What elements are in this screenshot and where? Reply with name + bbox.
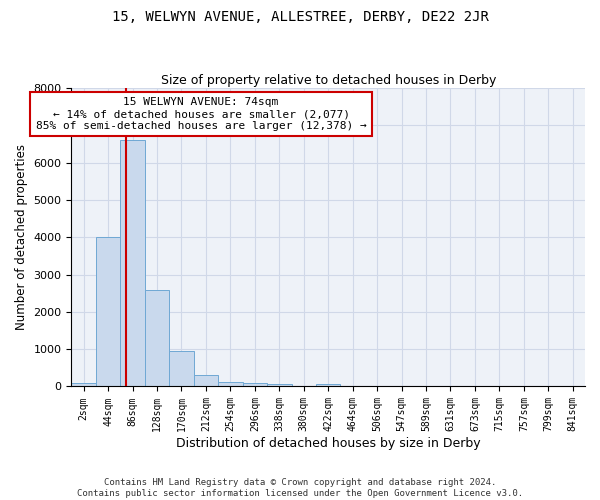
- X-axis label: Distribution of detached houses by size in Derby: Distribution of detached houses by size …: [176, 437, 481, 450]
- Y-axis label: Number of detached properties: Number of detached properties: [15, 144, 28, 330]
- Text: 15 WELWYN AVENUE: 74sqm
← 14% of detached houses are smaller (2,077)
85% of semi: 15 WELWYN AVENUE: 74sqm ← 14% of detache…: [35, 98, 367, 130]
- Bar: [169, 351, 194, 386]
- Text: Contains HM Land Registry data © Crown copyright and database right 2024.
Contai: Contains HM Land Registry data © Crown c…: [77, 478, 523, 498]
- Bar: [267, 384, 292, 386]
- Bar: [218, 382, 242, 386]
- Bar: [121, 140, 145, 386]
- Bar: [194, 375, 218, 386]
- Title: Size of property relative to detached houses in Derby: Size of property relative to detached ho…: [161, 74, 496, 87]
- Bar: [71, 384, 96, 386]
- Bar: [242, 382, 267, 386]
- Bar: [316, 384, 340, 386]
- Text: 15, WELWYN AVENUE, ALLESTREE, DERBY, DE22 2JR: 15, WELWYN AVENUE, ALLESTREE, DERBY, DE2…: [112, 10, 488, 24]
- Bar: [145, 290, 169, 386]
- Bar: [96, 238, 121, 386]
